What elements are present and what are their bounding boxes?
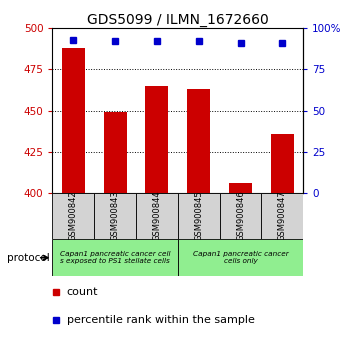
Text: GSM900845: GSM900845 xyxy=(194,190,203,241)
Bar xyxy=(261,193,303,239)
Bar xyxy=(52,239,178,276)
Bar xyxy=(136,193,178,239)
Text: percentile rank within the sample: percentile rank within the sample xyxy=(67,315,255,325)
Title: GDS5099 / ILMN_1672660: GDS5099 / ILMN_1672660 xyxy=(87,13,269,27)
Bar xyxy=(94,193,136,239)
Text: GSM900846: GSM900846 xyxy=(236,190,245,241)
Bar xyxy=(62,48,85,193)
Text: GSM900847: GSM900847 xyxy=(278,190,287,241)
Text: Capan1 pancreatic cancer cell
s exposed to PS1 stellate cells: Capan1 pancreatic cancer cell s exposed … xyxy=(60,251,170,264)
Bar xyxy=(52,193,94,239)
Text: GSM900844: GSM900844 xyxy=(152,190,161,241)
Text: count: count xyxy=(67,287,98,297)
Bar xyxy=(271,134,294,193)
Bar xyxy=(178,239,303,276)
Text: protocol: protocol xyxy=(7,253,50,263)
Text: GSM900842: GSM900842 xyxy=(69,190,78,241)
Bar xyxy=(178,193,219,239)
Bar xyxy=(104,112,127,193)
Text: Capan1 pancreatic cancer
cells only: Capan1 pancreatic cancer cells only xyxy=(193,251,288,264)
Bar xyxy=(145,86,168,193)
Bar xyxy=(229,183,252,193)
Bar xyxy=(187,89,210,193)
Text: GSM900843: GSM900843 xyxy=(110,190,119,241)
Bar xyxy=(219,193,261,239)
